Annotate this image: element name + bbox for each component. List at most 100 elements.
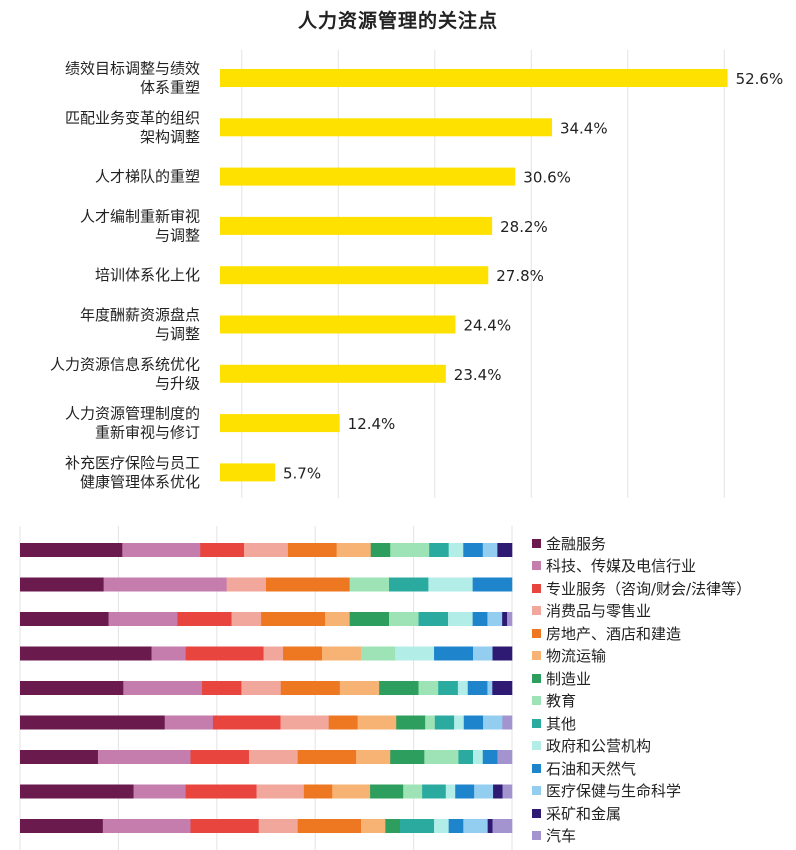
- bar: [220, 463, 276, 482]
- stacked-segment: [212, 715, 281, 730]
- bar-value-label: 27.8%: [496, 267, 544, 285]
- stacked-segment: [379, 681, 419, 695]
- category-label: 人力资源管理制度的: [65, 405, 200, 423]
- stacked-segment: [20, 819, 104, 833]
- stacked-segment: [482, 750, 498, 764]
- stacked-segment: [287, 543, 337, 557]
- stacked-segment: [422, 784, 447, 799]
- bar-value-label: 34.4%: [560, 119, 608, 137]
- stacked-segment: [370, 784, 404, 799]
- category-label: 人才编制重新审视: [80, 207, 200, 225]
- stacked-segment: [266, 577, 350, 592]
- stacked-segment: [434, 819, 449, 833]
- stacked-segment: [482, 543, 498, 557]
- stacked-segment: [241, 681, 282, 695]
- stacked-segment: [438, 681, 459, 695]
- legend-swatch: [532, 628, 541, 638]
- stacked-segment: [492, 681, 513, 695]
- stacked-segment: [133, 784, 186, 799]
- stacked-segment: [428, 577, 473, 592]
- stacked-segment: [434, 646, 474, 661]
- stacked-segment: [389, 612, 419, 626]
- legend-item: 医疗保健与生命科学: [532, 780, 751, 803]
- stacked-segment: [483, 715, 503, 730]
- legend-swatch: [532, 808, 541, 818]
- category-label: 年度酬薪资源盘点: [80, 306, 200, 324]
- stacked-segment: [322, 646, 362, 661]
- stacked-segment: [474, 784, 494, 799]
- stacked-segment: [497, 543, 513, 557]
- industry-legend: 金融服务科技、传媒及电信行业专业服务（咨询/财会/法律等） 消费品与零售业 房地产、…: [532, 532, 751, 847]
- stacked-segment: [502, 612, 508, 626]
- legend-label: 科技、传媒及电信行业: [546, 557, 697, 576]
- stacked-segment: [487, 819, 493, 833]
- bar-value-label: 5.7%: [283, 464, 321, 482]
- stacked-segment: [108, 612, 178, 626]
- bar: [220, 69, 728, 87]
- stacked-segment: [103, 577, 227, 592]
- stacked-segment: [396, 715, 426, 730]
- stacked-segment: [467, 681, 488, 695]
- stacked-segment: [190, 819, 259, 833]
- stacked-segment: [280, 715, 330, 730]
- stacked-segment: [463, 543, 484, 557]
- stacked-segment: [473, 646, 493, 661]
- category-label: 人力资源信息系统优化: [50, 355, 200, 373]
- stacked-segment: [425, 715, 436, 730]
- bar-value-label: 52.6%: [736, 70, 784, 88]
- legend-label: 政府和公营机构: [546, 737, 652, 756]
- legend-label: 消费品与零售业: [546, 602, 652, 621]
- stacked-segment: [226, 577, 267, 592]
- bar: [220, 315, 456, 334]
- bar-value-label: 30.6%: [523, 169, 571, 187]
- stacked-segment: [487, 612, 503, 626]
- stacked-segment: [472, 612, 488, 626]
- legend-item: 房地产、酒店和建造: [532, 622, 751, 645]
- stacked-segment: [177, 612, 232, 626]
- stacked-segment: [448, 543, 464, 557]
- stacked-segment: [370, 543, 391, 557]
- stacked-segment: [231, 612, 262, 626]
- legend-item: 科技、传媒及电信行业: [532, 555, 751, 578]
- category-label: 培训体系化上化: [95, 266, 200, 284]
- bar: [220, 167, 516, 186]
- legend-swatch: [532, 651, 541, 661]
- legend-label: 采矿和金属: [546, 804, 622, 823]
- stacked-segment: [185, 646, 264, 661]
- stacked-segment: [303, 784, 333, 799]
- stacked-segment: [385, 819, 401, 833]
- stacked-segment: [493, 784, 503, 799]
- stacked-segment: [473, 750, 484, 764]
- stacked-segment: [448, 612, 473, 626]
- bar: [220, 118, 552, 137]
- stacked-segment: [497, 750, 513, 764]
- stacked-segment: [502, 715, 513, 730]
- stacked-segment: [297, 819, 362, 833]
- stacked-segment: [20, 543, 123, 557]
- stacked-segment: [20, 750, 99, 764]
- legend-swatch: [532, 583, 541, 593]
- legend-swatch: [532, 741, 541, 751]
- category-label: 绩效目标调整与绩效: [65, 60, 200, 78]
- stacked-segment: [389, 577, 429, 592]
- stacked-segment: [454, 715, 465, 730]
- stacked-segment: [458, 750, 474, 764]
- legend-item: 制造业: [532, 667, 751, 690]
- stacked-segment: [336, 543, 372, 557]
- legend-item: 物流运输: [532, 645, 751, 668]
- stacked-segment: [20, 577, 104, 592]
- category-label: 匹配业务变革的组织: [65, 109, 200, 127]
- stacked-segment: [356, 750, 391, 764]
- legend-item: 金融服务: [532, 532, 751, 555]
- stacked-segment: [20, 646, 152, 661]
- chart-title: 人力资源管理的关注点: [297, 10, 498, 32]
- legend-label: 专业服务（咨询/财会/法律等）: [546, 579, 752, 598]
- stacked-segment: [349, 612, 390, 626]
- legend-label: 金融服务: [546, 534, 607, 553]
- category-label: 人才梯队的重塑: [95, 168, 200, 186]
- stacked-segment: [123, 681, 203, 695]
- legend-swatch: [532, 718, 541, 728]
- stacked-segment: [418, 612, 449, 626]
- stacked-segment: [429, 543, 449, 557]
